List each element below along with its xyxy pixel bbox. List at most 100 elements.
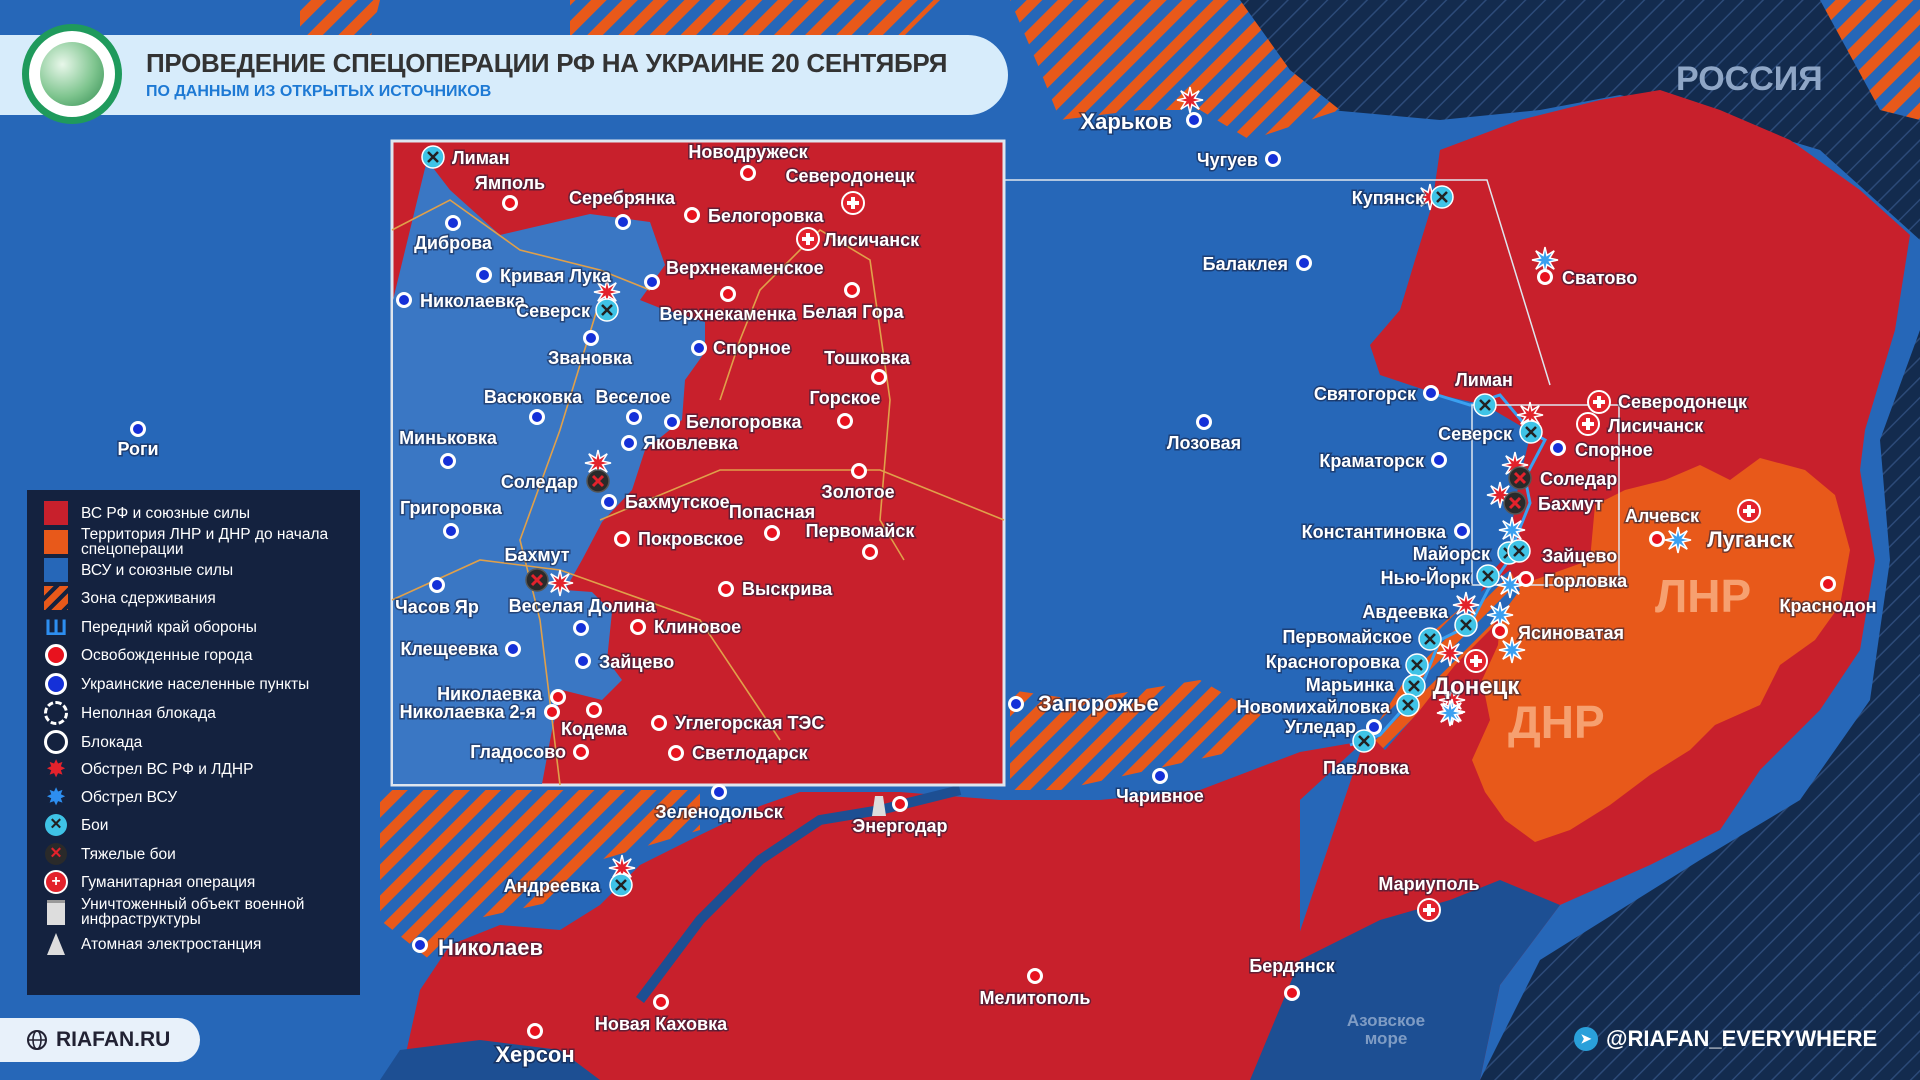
- place-battle: Зайцево: [1507, 539, 1619, 568]
- ua-marker-icon: [1199, 417, 1209, 427]
- legend-item: Ш Передний край обороны: [43, 614, 257, 640]
- place-label: Спорное: [1575, 440, 1653, 460]
- globe-icon: [40, 42, 104, 106]
- legend-label: Украинские населенные пункты: [81, 675, 310, 693]
- inset-place-ua: Часов Яр: [394, 577, 480, 619]
- ru-marker-icon: [576, 747, 586, 757]
- inset-place-ua: Миньковка: [398, 427, 499, 469]
- legend-item: Уничтоженный объект военной инфраструкту…: [43, 897, 356, 927]
- ru-marker-icon: [895, 799, 905, 809]
- place-label: Бердянск: [1249, 956, 1335, 976]
- place-label: Северск: [1438, 424, 1513, 444]
- heavy-battle-icon: ✕: [45, 843, 67, 865]
- battle-marker-icon: [1411, 659, 1423, 671]
- place-ru: Бердянск: [1248, 955, 1337, 1001]
- ru-marker-icon: [1521, 574, 1531, 584]
- ru-marker-icon: [721, 584, 731, 594]
- place-label: Красногоровка: [1266, 652, 1401, 672]
- place-label: Донецк: [1433, 673, 1521, 700]
- blue-explosion-icon: [1498, 636, 1526, 664]
- place-label: Чаривное: [1116, 786, 1204, 806]
- ua-marker-icon: [443, 456, 453, 466]
- place-label: Яковлевка: [643, 433, 739, 453]
- inset-place-battle: Северск: [515, 298, 619, 323]
- containment-zone: [380, 790, 700, 960]
- legend-item: Территория ЛНР и ДНР до начала спецопера…: [43, 527, 356, 557]
- ru-marker-icon: [553, 692, 563, 702]
- place-ru: Сватово: [1537, 267, 1639, 290]
- site-link[interactable]: RIAFAN.RU: [0, 1018, 200, 1062]
- inset-place-ua: Веселая Долина: [507, 595, 658, 636]
- ua-marker-icon: [576, 623, 586, 633]
- legend-label: Блокада: [81, 733, 143, 751]
- inset-place-ua: Кривая Лука: [476, 265, 614, 288]
- place-label: Бахмутское: [625, 492, 730, 512]
- ua-marker-icon: [399, 295, 409, 305]
- ua-marker-icon: [694, 343, 704, 353]
- place-label: Харьков: [1080, 109, 1172, 134]
- ua-marker-icon: [432, 580, 442, 590]
- place-ua: Николаев: [412, 934, 545, 962]
- legend-label: Атомная электростанция: [81, 935, 262, 953]
- legend-item: ✸ Обстрел ВС РФ и ЛДНР: [43, 756, 254, 782]
- page-title: ПРОВЕДЕНИЕ СПЕЦОПЕРАЦИИ РФ НА УКРАИНЕ 20…: [146, 48, 948, 78]
- place-ru: Новая Каховка: [593, 994, 730, 1036]
- place-label: Лиман: [1455, 370, 1513, 390]
- place-hum: Донецк: [1431, 649, 1522, 702]
- place-label: Марьинка: [1306, 675, 1395, 695]
- ru-marker-icon: [1652, 534, 1662, 544]
- legend-label: Освобожденные города: [81, 646, 253, 664]
- humanitarian-icon: +: [44, 870, 68, 894]
- place-battle: Новомихайловка: [1235, 693, 1420, 719]
- place-label: Мариуполь: [1378, 874, 1479, 894]
- place-label: Зайцево: [1542, 546, 1617, 566]
- hum-marker-icon: [1743, 505, 1755, 517]
- place-ru: Горловка: [1518, 570, 1630, 593]
- place-heavy: Соледар: [1508, 466, 1619, 491]
- ua-marker-icon: [479, 270, 489, 280]
- lnr-dnr-territory: [1472, 458, 1850, 842]
- ua-marker-icon: [1155, 771, 1165, 781]
- ru-marker-icon: [854, 466, 864, 476]
- ru-marker-icon: [656, 997, 666, 1007]
- place-label: Кривая Лука: [500, 266, 612, 286]
- place-label: Бахмут: [504, 545, 569, 565]
- logo: [22, 24, 122, 124]
- battle-marker-icon: [1482, 570, 1494, 582]
- ru-marker-icon: [723, 289, 733, 299]
- place-label: Запорожье: [1038, 691, 1159, 716]
- place-label: Роги: [117, 439, 158, 459]
- place-ua: Святогорск: [1312, 383, 1439, 406]
- inset-place-ru: Николаевка 2-я: [398, 701, 560, 724]
- place-ru: Херсон: [494, 1023, 576, 1069]
- inset-place-heavy: Бахмут: [503, 544, 571, 592]
- place-label: Нью-Йорк: [1381, 567, 1471, 588]
- place-label: Звановка: [548, 348, 633, 368]
- inset-place-ru: Николаевка: [436, 683, 566, 706]
- place-ua: Чугуев: [1195, 149, 1281, 172]
- telegram-link[interactable]: ➤ @RIAFAN_EVERYWHERE: [1574, 1026, 1877, 1052]
- inset-place-ua: Белогоровка: [664, 411, 804, 434]
- blue-explosion-icon: ✸: [45, 783, 67, 811]
- heavy-battle-icon: ✕: [43, 841, 69, 867]
- battle-marker-icon: [1460, 619, 1472, 631]
- place-label: Кодема: [561, 719, 628, 739]
- inset-connector: [1004, 179, 1551, 386]
- place-ua: Балаклея: [1201, 253, 1312, 276]
- inset-place-ru: Белая Гора: [801, 282, 906, 324]
- legend-item: ВСУ и союзные силы: [43, 557, 233, 583]
- place-label: Верхнекаменское: [666, 258, 824, 278]
- ua-marker-icon: [629, 412, 639, 422]
- ua-marker-icon: [448, 218, 458, 228]
- ua-marker-icon: [1011, 699, 1021, 709]
- orange-square-icon: [43, 529, 69, 555]
- place-label: Светлодарск: [692, 743, 809, 763]
- place-label: Святогорск: [1314, 384, 1417, 404]
- place-label: Зайцево: [599, 652, 674, 672]
- black-sea: [380, 1040, 600, 1080]
- blue-square-icon: [44, 558, 68, 582]
- place-label: Луганск: [1707, 527, 1794, 552]
- place-label: Новодружеск: [688, 142, 808, 162]
- ru-marker-icon: [1287, 988, 1297, 998]
- inset-place-ua: Яковлевка: [621, 432, 740, 455]
